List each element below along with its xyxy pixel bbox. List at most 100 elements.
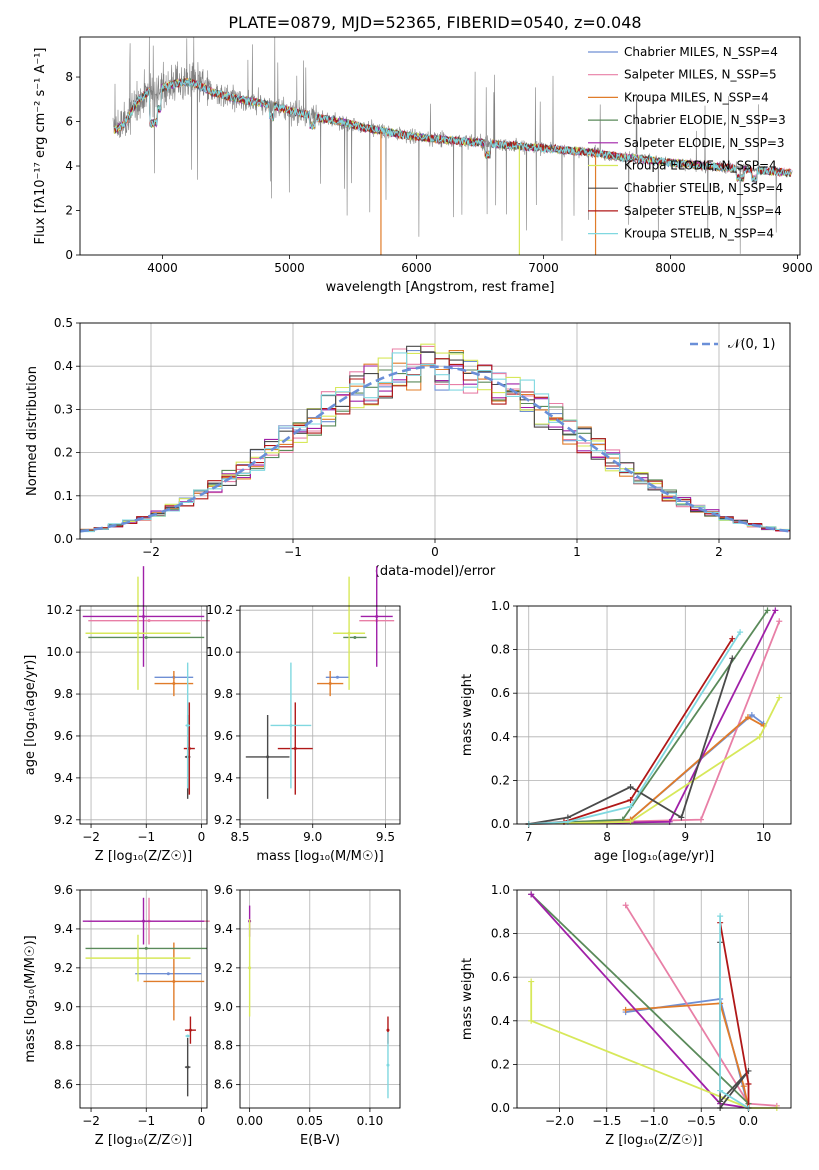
- panel-weight_vs_z: −2.0 −1.5 −1.0 −0.5 0.0 0.0 0.2 0.4 0.6 0.8 1.0 Z […: [460, 883, 792, 1148]
- panel-residuals: −2 −1 0 1 2 0.0 0.1 0.2 0.3 0.4 0.5 (data-model)/er…: [25, 316, 791, 579]
- point-marker: [187, 747, 191, 751]
- y-tick-label: 9.2: [54, 813, 73, 827]
- histogram-step: [80, 358, 790, 532]
- point-marker: [147, 619, 151, 623]
- histogram-step: [80, 352, 790, 533]
- x-tick-label: 1: [573, 545, 581, 559]
- x-tick-label: 0.05: [296, 1114, 323, 1128]
- x-tick-label: 9.5: [376, 830, 395, 844]
- y-tick-label: 1.0: [491, 599, 510, 613]
- y-tick-label: 10.0: [206, 645, 233, 659]
- y-tick-label: 10.2: [46, 603, 73, 617]
- x-tick-label: 7000: [528, 261, 559, 275]
- x-axis-label: Z [log₁₀(Z/Z☉)]: [605, 1133, 702, 1148]
- point-marker: [144, 635, 148, 639]
- point-marker: [186, 723, 190, 727]
- data-point: [85, 934, 191, 982]
- y-tick-label: 0.1: [54, 489, 73, 503]
- y-tick-label: 0.6: [491, 970, 510, 984]
- plot-frame: [79, 322, 791, 540]
- y-axis-label: mass weight: [460, 958, 475, 1040]
- plot-frame: [79, 36, 801, 256]
- x-axis-label: age [log₁₀(age/yr)]: [594, 849, 715, 864]
- plus-marker: [717, 913, 724, 920]
- y-tick-label: 9.2: [214, 813, 233, 827]
- x-tick-label: 9.0: [303, 830, 322, 844]
- panel-age_vs_z: −2 −1 0 9.2 9.4 9.6 9.8 10.0 10.2 Z [log₁₀(Z/Z☉)]…: [23, 566, 210, 864]
- plus-marker: [697, 816, 704, 823]
- plot-frame: [516, 605, 792, 825]
- series-line: [528, 638, 734, 825]
- x-tick-label: 8000: [655, 261, 686, 275]
- legend-label: Kroupa ELODIE, N_SSP=4: [624, 159, 777, 173]
- series-line: [528, 713, 765, 825]
- plot-frame: [239, 889, 401, 1109]
- plus-marker: [744, 714, 751, 721]
- x-axis-label: mass [log₁₀(M/M☉)]: [256, 849, 383, 864]
- plus-marker: [717, 1087, 724, 1094]
- y-tick-label: 8.8: [54, 1039, 73, 1053]
- plus-marker: [622, 902, 629, 909]
- data-point: [245, 715, 290, 799]
- x-tick-label: 7: [525, 830, 533, 844]
- plus-marker: [627, 783, 634, 790]
- x-tick-label: −0.5: [687, 1114, 716, 1128]
- series-line: [528, 609, 769, 825]
- y-tick-label: 9.6: [214, 729, 233, 743]
- point-marker: [266, 755, 270, 759]
- x-tick-label: −1.0: [639, 1114, 668, 1128]
- plus-marker: [776, 694, 783, 701]
- x-tick-label: 0: [198, 1114, 206, 1128]
- plus-marker: [622, 1006, 629, 1013]
- normal-curve-line: [79, 365, 791, 533]
- y-tick-label: 0.2: [491, 1057, 510, 1071]
- x-axis-label: (data-model)/error: [375, 564, 496, 579]
- point-marker: [335, 675, 339, 679]
- x-tick-label: 8: [603, 830, 611, 844]
- y-tick-label: 9.6: [54, 883, 73, 897]
- panel-weight_vs_age: 7 8 9 10 0.0 0.2 0.4 0.6 0.8 1.0 age [log₁₀(age/yr…: [460, 599, 792, 864]
- legend-label: Chabrier MILES, N_SSP=4: [624, 45, 778, 59]
- legend-label: Chabrier STELIB, N_SSP=4: [624, 181, 783, 195]
- series-line: [528, 609, 777, 825]
- x-tick-label: −2: [82, 830, 100, 844]
- y-tick-label: 9.8: [214, 687, 233, 701]
- plus-marker: [678, 814, 685, 821]
- y-tick-label: 1.0: [491, 883, 510, 897]
- data-point: [185, 662, 190, 789]
- y-tick-label: 9.0: [214, 1000, 233, 1014]
- panel-age_vs_mass: 8.5 9.0 9.5 9.2 9.4 9.6 9.8 10.0 10.2 mass [log₁₀…: [206, 566, 401, 864]
- plot-frame: [239, 605, 401, 825]
- series-line: [528, 697, 781, 825]
- data-point: [85, 946, 207, 950]
- data-point: [248, 919, 252, 1017]
- series-line: [719, 942, 750, 1109]
- y-tick-label: 9.2: [214, 961, 233, 975]
- y-tick-label: 0.5: [54, 316, 73, 330]
- point-marker: [386, 1028, 390, 1032]
- y-tick-label: 0.4: [491, 1014, 510, 1028]
- x-tick-label: −2.0: [545, 1114, 574, 1128]
- y-tick-label: 9.8: [54, 687, 73, 701]
- y-tick-label: 0: [65, 248, 73, 262]
- point-marker: [186, 1034, 190, 1038]
- plot-frame: [79, 889, 208, 1109]
- data-point: [270, 662, 312, 789]
- panel-mass_vs_ebv: 0.00 0.05 0.10 8.6 8.8 9.0 9.2 9.4 9.6 E(B-V): [214, 883, 401, 1148]
- spectrum-legend: Chabrier MILES, N_SSP=4 Salpeter MILES, N…: [588, 45, 786, 241]
- y-tick-label: 8.6: [54, 1078, 73, 1092]
- point-marker: [186, 1065, 190, 1069]
- plus-marker: [528, 1017, 535, 1024]
- y-tick-label: 0.4: [54, 359, 73, 373]
- x-tick-label: 0: [198, 830, 206, 844]
- y-tick-label: 0.0: [54, 532, 73, 546]
- x-axis-label: Z [log₁₀(Z/Z☉)]: [95, 1133, 192, 1148]
- x-tick-label: 4000: [147, 261, 178, 275]
- x-tick-label: −1.5: [592, 1114, 621, 1128]
- point-marker: [172, 682, 176, 686]
- plot-frame: [79, 605, 208, 825]
- y-tick-label: 9.4: [54, 771, 73, 785]
- x-tick-label: 5000: [274, 261, 305, 275]
- x-tick-label: 0: [431, 545, 439, 559]
